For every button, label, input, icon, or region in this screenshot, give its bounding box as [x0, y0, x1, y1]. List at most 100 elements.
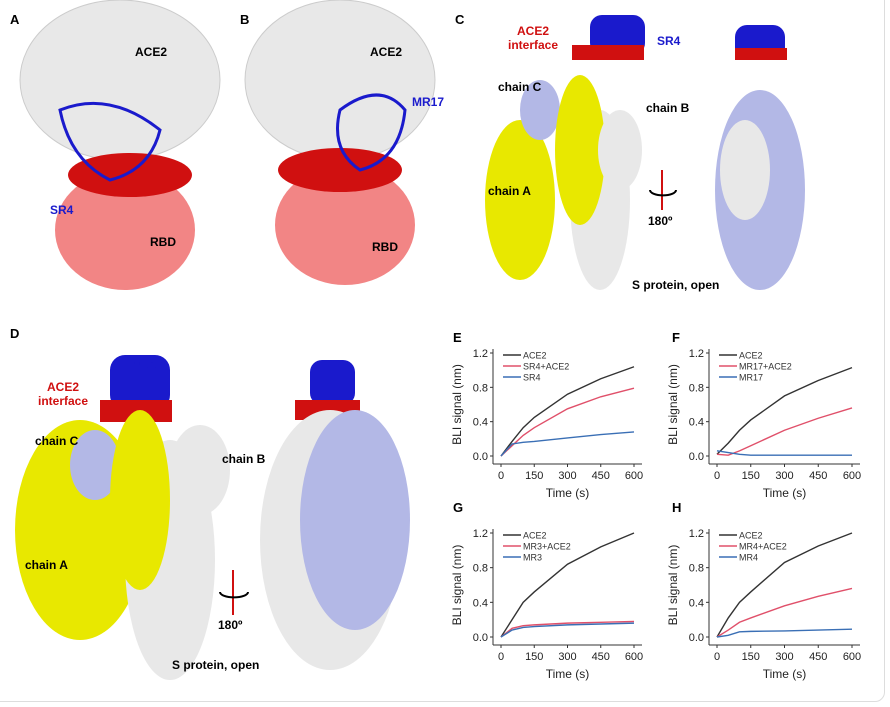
label-chain-c: chain C	[35, 434, 79, 448]
legend-label: MR17+ACE2	[739, 362, 792, 372]
series-line-MR17	[716, 450, 852, 456]
panel-label-a: A	[10, 12, 20, 27]
label-line: interface	[38, 394, 89, 408]
x-tick-label: 300	[775, 651, 793, 663]
x-tick-label: 450	[592, 470, 610, 482]
label-ace2-interface: ACE2 interface	[508, 24, 558, 52]
x-tick-label: 150	[525, 651, 543, 663]
legend-label: SR4	[523, 373, 541, 383]
y-tick-label: 0.8	[473, 382, 488, 394]
y-tick-label: 1.2	[689, 528, 704, 540]
chart-G: 0 150 300 450 600 0.0 0.4 0.8 1.2 Time (s) BLI sig…	[450, 528, 643, 681]
series-line-ACE2	[716, 532, 853, 638]
panel-d-structure	[15, 355, 410, 680]
label-ace2: ACE2	[370, 45, 403, 59]
series-line-ACE2	[716, 366, 853, 455]
legend-label: MR4+ACE2	[739, 542, 787, 552]
panel-label-f: F	[672, 330, 680, 345]
legend-label: MR17	[739, 373, 763, 383]
label-sr4: SR4	[657, 34, 681, 48]
x-axis-label: Time (s)	[546, 486, 590, 500]
series-line-SR4+ACE2	[500, 387, 635, 457]
label-chain-a: chain A	[488, 184, 531, 198]
label-line: ACE2	[517, 24, 550, 38]
y-tick-label: 1.2	[689, 348, 704, 360]
y-tick-label: 0.0	[473, 632, 488, 644]
label-rotation: 180º	[218, 618, 243, 632]
panel-label-c: C	[455, 12, 465, 27]
y-tick-label: 0.4	[689, 417, 704, 429]
y-tick-label: 0.4	[473, 417, 488, 429]
x-tick-label: 600	[625, 651, 643, 663]
y-tick-label: 0.0	[689, 451, 704, 463]
series-line-MR4	[716, 628, 853, 638]
series-line-SR4	[500, 431, 635, 457]
panel-label-g: G	[453, 500, 464, 515]
label-sr4: SR4	[50, 203, 74, 217]
legend-label: MR3	[523, 553, 542, 563]
series-line-ACE2	[500, 532, 635, 638]
panel-label-d: D	[10, 326, 20, 341]
x-tick-label: 0	[714, 470, 720, 482]
series-line-ACE2	[500, 366, 635, 457]
y-tick-label: 0.4	[689, 597, 704, 609]
x-tick-label: 150	[525, 470, 543, 482]
label-ace2: ACE2	[135, 45, 168, 59]
y-tick-label: 0.0	[473, 451, 488, 463]
label-line: ACE2	[47, 380, 80, 394]
chart-E: 0 150 300 450 600 0.0 0.4 0.8 1.2 Time (s) BLI sig…	[450, 348, 643, 500]
x-axis-label: Time (s)	[763, 667, 807, 681]
label-line: interface	[508, 38, 559, 52]
label-chain-b: chain B	[222, 452, 266, 466]
panel-label-h: H	[672, 500, 682, 515]
chart-H: 0 150 300 450 600 0.0 0.4 0.8 1.2 Time (s) BLI sig…	[666, 528, 861, 681]
x-tick-label: 600	[843, 651, 861, 663]
x-tick-label: 450	[592, 651, 610, 663]
series-line-MR3	[500, 622, 635, 638]
label-chain-c: chain C	[498, 80, 542, 94]
y-tick-label: 1.2	[473, 528, 488, 540]
x-tick-label: 150	[742, 470, 760, 482]
legend-label: ACE2	[739, 531, 763, 541]
series-line-MR4+ACE2	[716, 587, 853, 638]
y-axis-label: BLI signal (nm)	[666, 545, 680, 626]
panel-c-structure	[485, 15, 805, 290]
panel-b-structure	[244, 0, 436, 285]
y-tick-label: 0.8	[689, 563, 704, 575]
legend-label: ACE2	[523, 351, 547, 361]
x-tick-label: 0	[714, 651, 720, 663]
series-line-MR17+ACE2	[716, 407, 853, 456]
label-rotation: 180º	[648, 214, 673, 228]
y-axis-label: BLI signal (nm)	[666, 364, 680, 445]
label-rbd: RBD	[372, 240, 398, 254]
x-tick-label: 300	[558, 470, 576, 482]
x-tick-label: 300	[558, 651, 576, 663]
label-chain-b: chain B	[646, 101, 690, 115]
y-tick-label: 0.8	[689, 382, 704, 394]
x-tick-label: 450	[809, 470, 827, 482]
legend-label: MR3+ACE2	[523, 542, 571, 552]
y-tick-label: 0.4	[473, 597, 488, 609]
label-s-protein: S protein, open	[172, 658, 260, 672]
chart-F: 0 150 300 450 600 0.0 0.4 0.8 1.2 Time (s) BLI sig…	[666, 348, 861, 500]
legend-label: MR4	[739, 553, 758, 563]
label-s-protein: S protein, open	[632, 278, 720, 292]
x-axis-label: Time (s)	[546, 667, 590, 681]
x-tick-label: 300	[775, 470, 793, 482]
x-tick-label: 600	[843, 470, 861, 482]
panel-label-b: B	[240, 12, 250, 27]
y-tick-label: 1.2	[473, 348, 488, 360]
y-tick-label: 0.0	[689, 632, 704, 644]
x-axis-label: Time (s)	[763, 486, 807, 500]
x-tick-label: 0	[498, 470, 504, 482]
panel-a-structure	[19, 0, 221, 290]
legend-label: ACE2	[739, 351, 763, 361]
y-axis-label: BLI signal (nm)	[450, 364, 464, 445]
y-tick-label: 0.8	[473, 563, 488, 575]
label-mr17: MR17	[412, 95, 445, 109]
x-tick-label: 600	[625, 470, 643, 482]
legend-label: ACE2	[523, 531, 547, 541]
x-tick-label: 0	[498, 651, 504, 663]
